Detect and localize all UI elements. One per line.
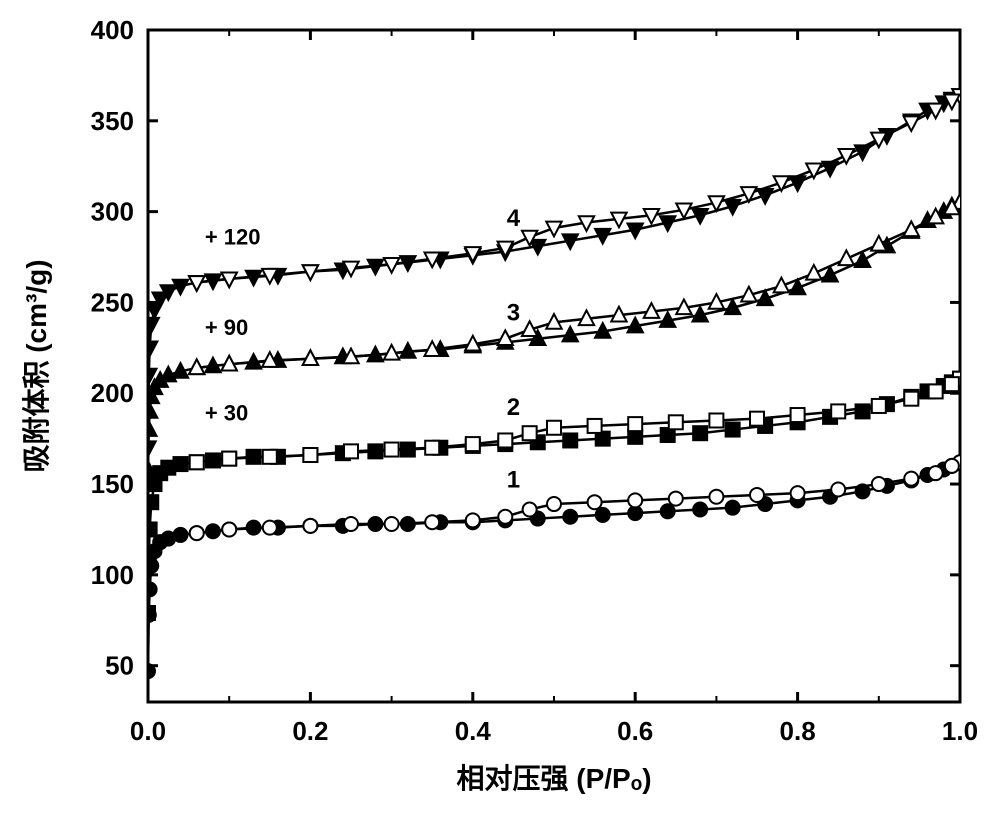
y-tick-label: 250 [91,287,134,317]
x-tick-label: 0.0 [130,716,166,746]
y-tick-label: 300 [91,197,134,227]
series-4 [140,89,967,456]
y-tick-label: 150 [91,469,134,499]
series-1 [141,455,967,678]
y-tick-label: 200 [91,378,134,408]
curve-label-3: 3 [507,300,520,327]
y-tick-label: 100 [91,560,134,590]
offset-label-4: + 120 [205,224,261,249]
offset-label-3: + 90 [205,315,248,340]
curve-label-4: 4 [507,205,521,232]
x-tick-label: 0.8 [780,716,816,746]
x-tick-label: 0.6 [617,716,653,746]
x-tick-label: 0.4 [455,716,492,746]
x-tick-label: 0.2 [292,716,328,746]
series-2 [141,372,967,620]
offset-label-2: + 30 [205,400,248,425]
y-tick-label: 50 [105,651,134,681]
chart-svg: 0.0 0.2 0.4 0.6 0.8 1.0 50 100 150 200 250 300 350 40… [0,0,1000,819]
x-axis-label: 相对压强 (P/Pₒ) [456,763,651,794]
y-tick-label: 350 [91,106,134,136]
curve-label-1: 1 [507,467,520,494]
y-tick-label: 400 [91,15,134,45]
y-axis-label: 吸附体积 (cm³/g) [21,259,52,472]
curve-label-2: 2 [507,394,520,421]
x-tick-label: 1.0 [942,716,978,746]
isotherm-chart: 0.0 0.2 0.4 0.6 0.8 1.0 50 100 150 200 250 300 350 40… [0,0,1000,819]
